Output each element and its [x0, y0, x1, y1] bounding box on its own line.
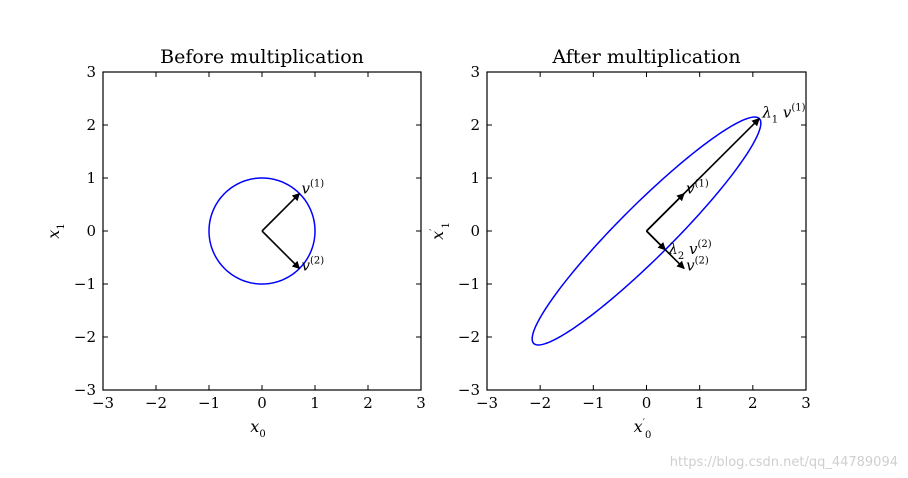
vector-label: v(2): [301, 255, 324, 274]
y-tick-label: −3: [458, 381, 480, 399]
chart-title: After multiplication: [551, 46, 740, 68]
vector-label: v(1): [686, 179, 709, 198]
y-tick-label: −1: [74, 275, 96, 293]
vector-label: λ2 v(2): [667, 239, 711, 262]
y-axis-label: x1: [44, 223, 67, 238]
x-tick-label: −1: [198, 394, 220, 412]
vector-arrow: [645, 230, 667, 251]
y-tick-label: −2: [74, 328, 96, 346]
x-tick-label: 0: [642, 394, 652, 412]
vector-label: λ1 v(1): [761, 103, 805, 126]
y-tick-label: −1: [458, 275, 480, 293]
vector-arrow: [645, 117, 760, 232]
x-tick-label: 1: [695, 394, 705, 412]
x-tick-label: 2: [363, 394, 373, 412]
y-tick-label: −3: [74, 381, 96, 399]
x-tick-label: −3: [92, 394, 114, 412]
x-tick-label: −2: [145, 394, 167, 412]
x-axis-label: x′0: [634, 417, 652, 441]
x-tick-label: −1: [582, 394, 604, 412]
y-tick-label: −2: [458, 328, 480, 346]
x-tick-label: 2: [748, 394, 758, 412]
x-tick-label: 1: [310, 394, 320, 412]
y-tick-label: 3: [470, 63, 480, 81]
watermark-text: https://blog.csdn.net/qq_44789094: [669, 455, 898, 470]
y-tick-label: 1: [470, 169, 480, 187]
y-tick-label: 0: [86, 222, 96, 240]
vector-arrow: [261, 192, 301, 232]
x-axis-label: x0: [250, 417, 265, 440]
vector-arrow: [261, 230, 301, 270]
chart-title: Before multiplication: [160, 46, 364, 68]
y-tick-label: 3: [86, 63, 96, 81]
x-tick-label: −2: [529, 394, 551, 412]
x-tick-label: 3: [801, 394, 811, 412]
ellipse-curve: [208, 177, 316, 285]
x-tick-label: 0: [257, 394, 267, 412]
vector-label: v(1): [301, 179, 324, 198]
y-tick-label: 0: [470, 222, 480, 240]
y-tick-label: 1: [86, 169, 96, 187]
y-tick-label: 2: [86, 116, 96, 134]
chart-panel-after: After multiplication −3 −2 −1 0 1 2 3 −3 −2 −1 0 1 2 3…: [428, 46, 811, 441]
x-tick-label: −3: [476, 394, 498, 412]
vector-label: v(2): [686, 255, 709, 274]
ellipse-curve: [531, 116, 762, 346]
y-tick-label: 2: [470, 116, 480, 134]
x-tick-label: 3: [416, 394, 426, 412]
y-axis-label: x′1: [428, 222, 452, 240]
chart-panel-before: Before multiplication −3 −2 −1 0 1 2 3 −3 −2 −1 0 1 2…: [44, 46, 426, 440]
